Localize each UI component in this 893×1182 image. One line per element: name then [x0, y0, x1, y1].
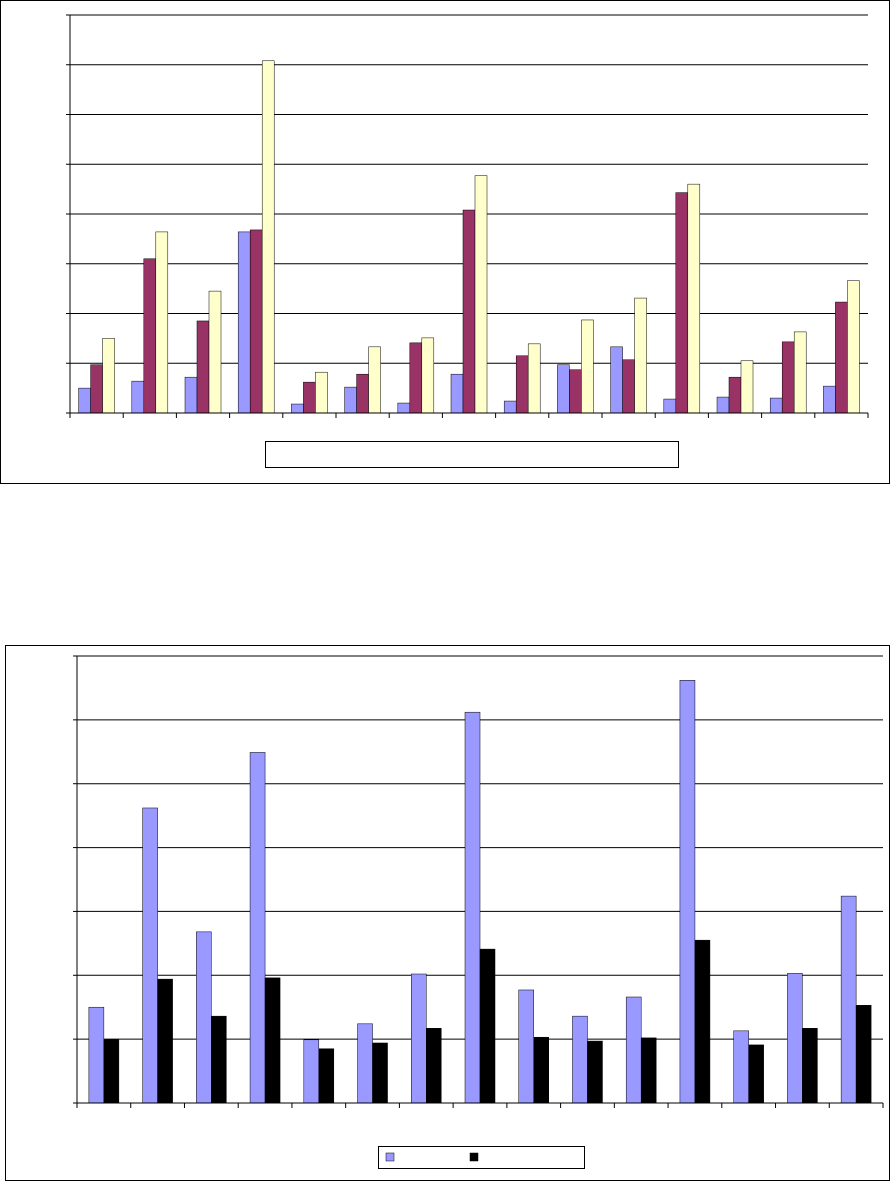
- bar: [450, 373, 464, 414]
- bar: [793, 331, 807, 414]
- bar: [103, 1039, 120, 1104]
- bar: [634, 297, 647, 414]
- bar: [184, 376, 198, 414]
- bar: [368, 346, 381, 414]
- bar: [587, 1040, 603, 1104]
- bar: [409, 342, 423, 414]
- bar: [733, 1030, 749, 1104]
- bar: [356, 373, 369, 414]
- bar: [291, 403, 304, 414]
- bar: [462, 209, 476, 414]
- bar: [625, 996, 642, 1104]
- bar: [640, 1037, 657, 1104]
- bar: [840, 895, 857, 1104]
- bar: [155, 231, 169, 414]
- bar: [315, 371, 328, 414]
- bar: [344, 386, 357, 414]
- bar: [372, 1042, 388, 1104]
- bar: [569, 369, 582, 414]
- bar: [78, 387, 91, 414]
- bar: [474, 175, 488, 414]
- bar: [748, 1044, 764, 1104]
- bar: [196, 931, 212, 1104]
- bar: [264, 977, 281, 1104]
- bar: [303, 1039, 320, 1104]
- bar: [261, 60, 275, 414]
- bar: [787, 973, 803, 1104]
- bar: [90, 364, 103, 414]
- bar: [211, 1015, 227, 1104]
- legend-swatch: [385, 1152, 395, 1162]
- bar: [102, 338, 115, 414]
- bar: [143, 258, 157, 414]
- bar: [196, 320, 210, 414]
- bar: [515, 355, 529, 414]
- bar: [421, 337, 435, 414]
- bar: [237, 231, 251, 414]
- bar: [357, 1023, 373, 1104]
- bar: [823, 385, 836, 414]
- bar: [802, 1028, 818, 1104]
- bar: [142, 807, 158, 1104]
- bar: [503, 400, 517, 414]
- bar: [781, 341, 795, 414]
- bar: [610, 346, 623, 414]
- bar: [687, 183, 701, 414]
- bar: [769, 397, 783, 414]
- bar: [426, 1028, 442, 1104]
- bar: [572, 1015, 588, 1104]
- bar: [728, 376, 742, 414]
- legend-swatch: [469, 1152, 479, 1162]
- bar: [557, 364, 570, 414]
- bar: [675, 192, 689, 414]
- bar: [249, 229, 263, 414]
- bar: [479, 948, 496, 1104]
- bar: [249, 752, 266, 1104]
- bar: [855, 1005, 872, 1104]
- bar: [131, 380, 145, 414]
- bar: [622, 359, 635, 414]
- bar: [411, 973, 427, 1104]
- bar: [518, 989, 534, 1104]
- bar: [740, 360, 754, 414]
- bar: [679, 680, 696, 1104]
- bar: [527, 343, 541, 414]
- bar: [581, 319, 594, 414]
- bar: [397, 402, 411, 414]
- bar: [464, 711, 481, 1104]
- bar: [663, 398, 677, 414]
- bar: [318, 1048, 335, 1104]
- bar: [694, 939, 711, 1104]
- bar: [157, 978, 173, 1104]
- legend-box: [378, 1146, 585, 1169]
- bar: [835, 301, 848, 414]
- bar: [533, 1036, 549, 1104]
- bar: [88, 1006, 105, 1104]
- bar: [847, 280, 860, 414]
- bar: [208, 290, 222, 414]
- bar: [716, 396, 730, 414]
- legend-box: [265, 441, 679, 468]
- bar: [303, 381, 316, 414]
